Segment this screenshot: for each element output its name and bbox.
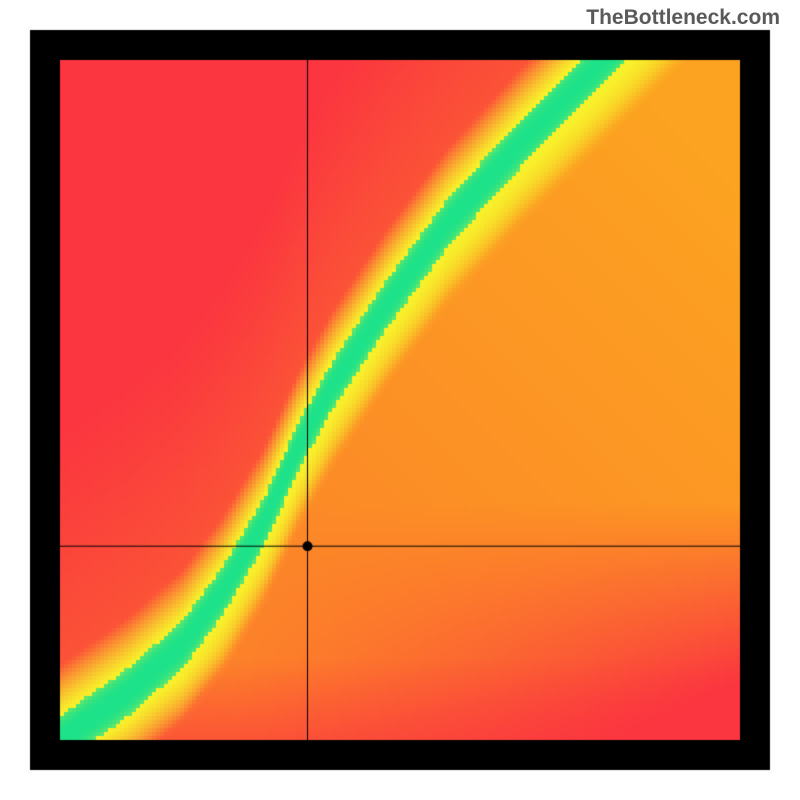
watermark-text: TheBottleneck.com xyxy=(586,6,780,30)
bottleneck-heatmap xyxy=(0,0,800,800)
